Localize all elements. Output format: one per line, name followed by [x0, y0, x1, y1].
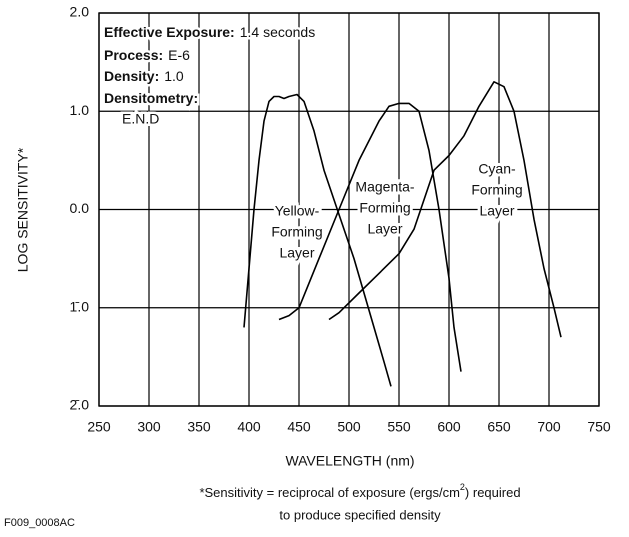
footnote: to produce specified density — [279, 507, 441, 522]
info-text: 1.4 seconds — [240, 24, 316, 40]
y-tick-label: 1.0 — [70, 102, 90, 118]
info-line: Densitometry: — [104, 90, 198, 106]
x-tick-label: 750 — [587, 419, 611, 435]
layer-label: Layer — [479, 203, 514, 219]
figure-id: F009_0008AC — [4, 517, 75, 529]
x-tick-label: 550 — [387, 419, 411, 435]
y-axis-label: LOG SENSITIVITY* — [15, 147, 31, 272]
sensitivity-curve — [328, 81, 562, 338]
info-line: Density: 1.0 — [104, 68, 184, 84]
footnote-sup: 2 — [460, 482, 465, 492]
y-tick-label: 2.0 — [70, 4, 90, 20]
info-label: Effective Exposure: — [104, 24, 235, 40]
info-text: E-6 — [168, 47, 190, 63]
info-line: Effective Exposure: 1.4 seconds — [104, 24, 315, 40]
x-axis-label: WAVELENGTH (nm) — [285, 453, 414, 469]
x-tick-label: 350 — [187, 419, 211, 435]
info-line: Process: E-6 — [104, 47, 190, 63]
footnote-text: ) required — [465, 485, 521, 500]
x-tick-label: 700 — [537, 419, 561, 435]
info-label: Density: — [104, 68, 159, 84]
layer-label: Magenta- — [355, 179, 414, 195]
info-text: 1.0 — [164, 68, 184, 84]
y-tick-label: 2̄.0 — [70, 397, 90, 413]
x-tick-label: 400 — [237, 419, 261, 435]
layer-label: Forming — [471, 182, 522, 198]
x-tick-label: 650 — [487, 419, 511, 435]
x-tick-label: 500 — [337, 419, 361, 435]
info-label: Process: — [104, 47, 163, 63]
sensitivity-curve — [278, 102, 462, 372]
layer-label: Layer — [367, 221, 402, 237]
sensitivity-curve — [243, 93, 392, 387]
y-tick-label: 0.0 — [70, 200, 90, 216]
x-tick-label: 450 — [287, 419, 311, 435]
y-tick-label: 1̄.0 — [70, 298, 90, 314]
info-text: E.N.D — [122, 111, 159, 127]
layer-label: Yellow- — [275, 203, 320, 219]
x-tick-label: 600 — [437, 419, 461, 435]
info-label: Densitometry: — [104, 90, 198, 106]
layer-label: Layer — [279, 245, 314, 261]
footnote-text: *Sensitivity = reciprocal of exposure (e… — [199, 485, 459, 500]
layer-label: Cyan- — [478, 161, 516, 177]
x-tick-label: 250 — [87, 419, 111, 435]
layer-label: Forming — [271, 224, 322, 240]
footnote: *Sensitivity = reciprocal of exposure (e… — [199, 482, 520, 500]
layer-label: Forming — [359, 200, 410, 216]
x-tick-label: 300 — [137, 419, 161, 435]
